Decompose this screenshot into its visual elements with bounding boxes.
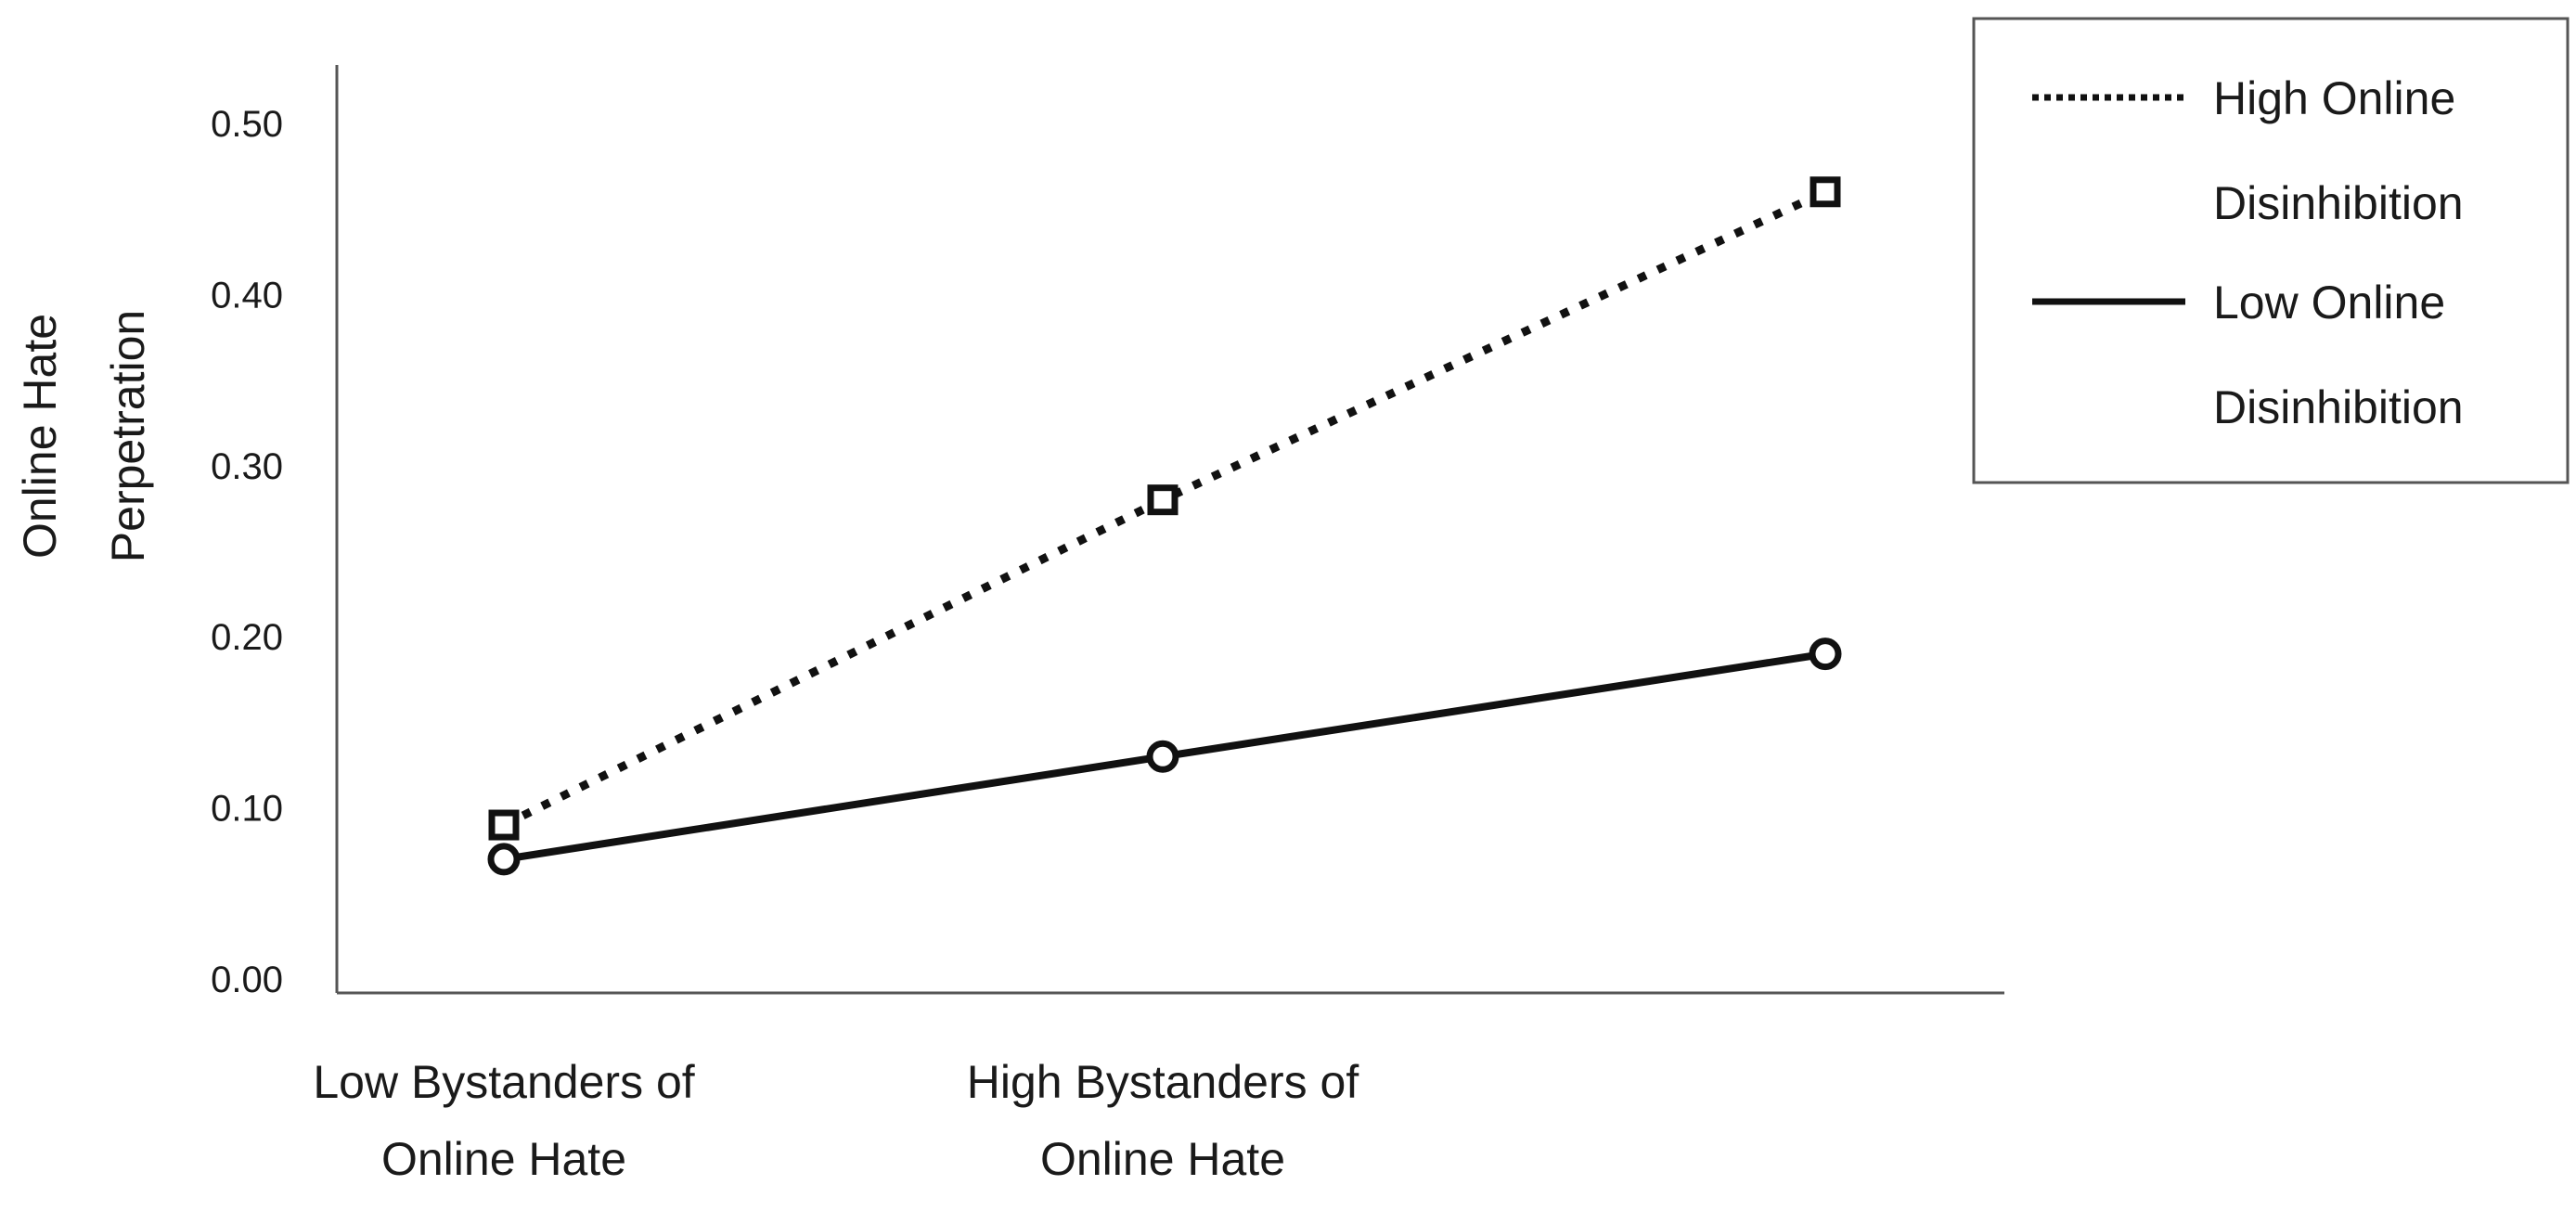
data-point-square: [1810, 176, 1841, 208]
y-tick-label: 0.20: [211, 617, 283, 658]
axes: [335, 65, 2004, 995]
series-high-online-disinhibition: [488, 176, 1841, 841]
x-category-label: High Bystanders of: [967, 1056, 1359, 1108]
y-tick-label: 0.30: [211, 446, 283, 487]
y-axis-title: Online Hate Perpetration: [14, 310, 154, 562]
data-point-circle: [1809, 638, 1842, 671]
data-point-square: [488, 809, 520, 841]
series-low-online-disinhibition: [487, 638, 1842, 876]
x-category-label: Online Hate: [381, 1133, 626, 1185]
y-tick-labels: 0.00 0.10 0.20 0.30 0.40 0.50: [211, 104, 283, 1000]
legend-label: Disinhibition: [2213, 381, 2464, 433]
x-category-labels: Low Bystanders of Online Hate High Bystand…: [313, 1056, 1359, 1185]
y-tick-label: 0.50: [211, 104, 283, 145]
legend-label: High Online: [2213, 72, 2455, 124]
legend-label: Low Online: [2213, 277, 2445, 329]
legend: High Online Disinhibition Low Online Disinh…: [1972, 17, 2570, 484]
y-axis-title-line: Online Hate: [14, 314, 66, 559]
data-point-circle: [1146, 740, 1179, 773]
data-point-square: [1147, 484, 1179, 516]
x-category-label: Low Bystanders of: [313, 1056, 694, 1108]
data-point-circle: [487, 843, 521, 876]
x-category-label: Online Hate: [1040, 1133, 1285, 1185]
series-lines: [487, 176, 1842, 876]
y-tick-label: 0.00: [211, 960, 283, 1000]
series-line: [502, 187, 1827, 830]
legend-label: Disinhibition: [2213, 177, 2464, 229]
y-tick-label: 0.40: [211, 275, 283, 316]
y-tick-label: 0.10: [211, 789, 283, 830]
y-axis-title-line: Perpetration: [102, 310, 154, 562]
